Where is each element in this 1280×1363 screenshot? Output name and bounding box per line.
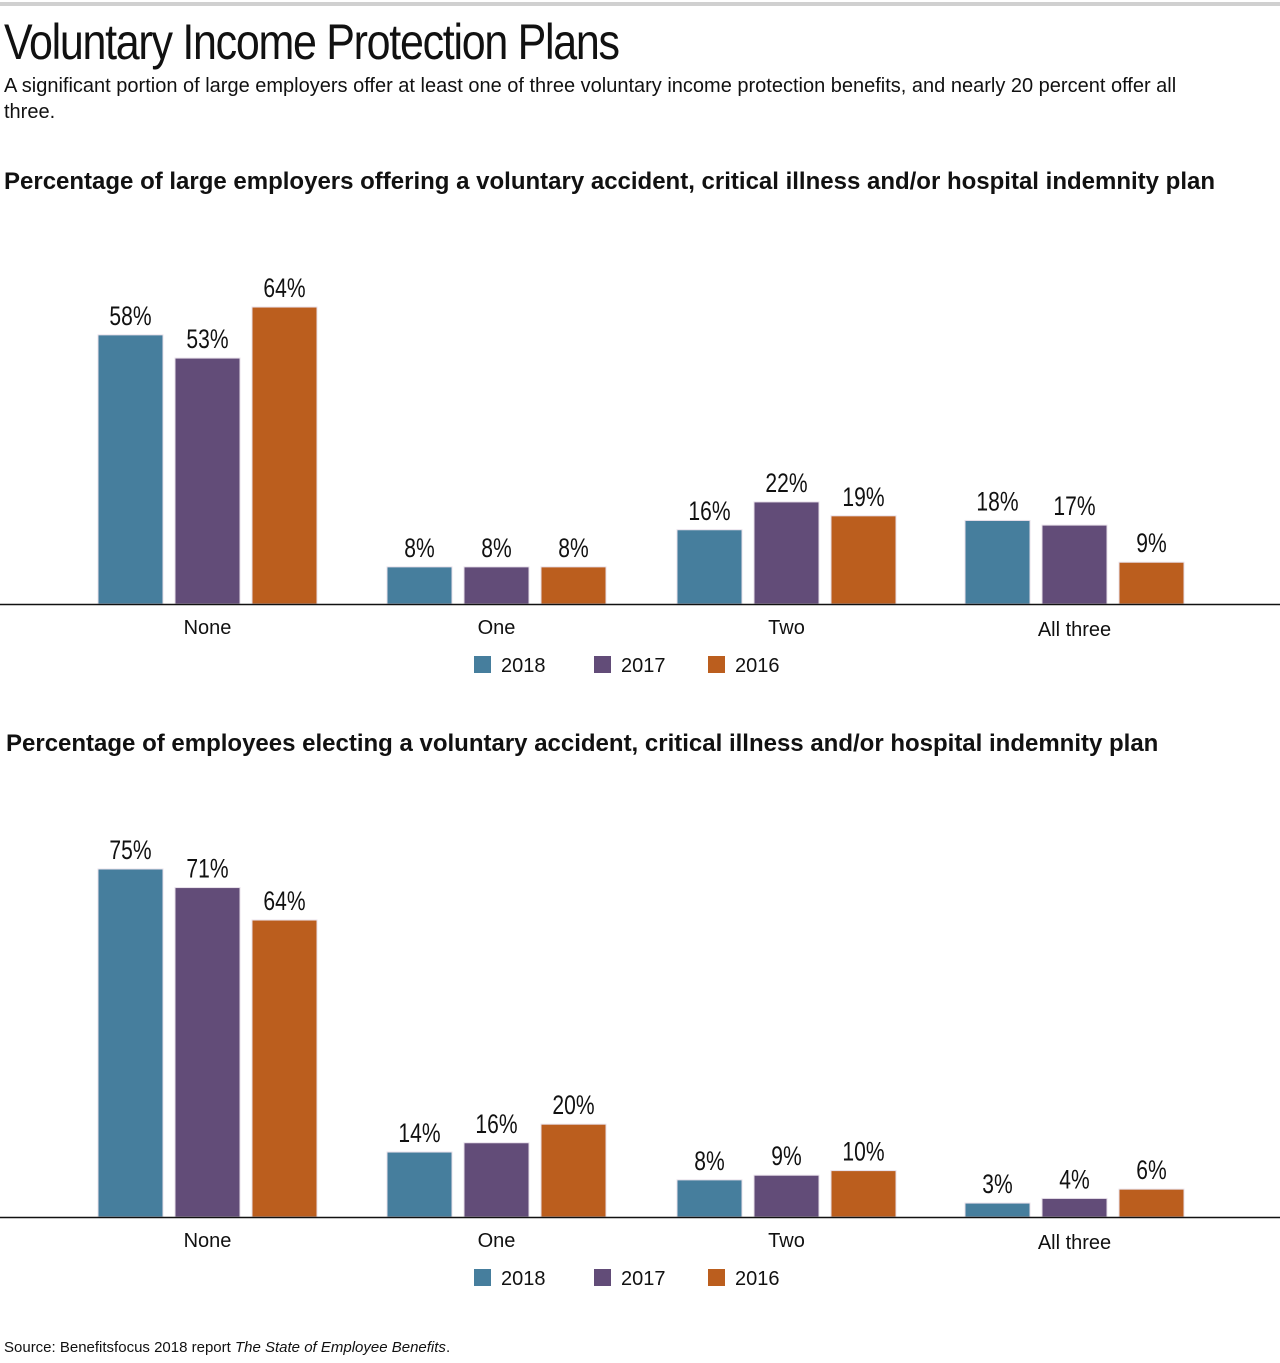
bar-2016-one <box>540 566 607 605</box>
data-label: 64% <box>263 274 305 304</box>
legend-label: 2018 <box>501 655 546 677</box>
data-label: 17% <box>1053 492 1095 522</box>
data-label: 8% <box>694 1146 724 1176</box>
legend-label: 2016 <box>735 655 780 677</box>
bar-2016-all-three <box>1118 1188 1185 1218</box>
data-label: 10% <box>842 1137 884 1167</box>
category-label: One <box>478 617 516 639</box>
bar-2016-none <box>251 306 318 605</box>
data-label: 22% <box>765 469 807 499</box>
legend-label: 2017 <box>621 655 666 677</box>
bar-2017-all-three <box>1041 524 1108 605</box>
legend-item-2016: 2016 <box>708 1268 780 1290</box>
source-note: Source: Benefitsfocus 2018 report The St… <box>4 1339 450 1356</box>
bar-2017-one <box>463 566 530 605</box>
data-label: 19% <box>842 482 884 512</box>
category-label: Two <box>768 1230 805 1252</box>
bar-2018-none <box>97 868 164 1218</box>
data-label: 6% <box>1136 1156 1166 1186</box>
bar-2016-two <box>830 515 897 605</box>
category-label: All three <box>1038 1232 1111 1254</box>
bar-2017-all-three <box>1041 1197 1108 1218</box>
data-label: 16% <box>688 496 730 526</box>
source-report-title: The State of Employee Benefits <box>234 1339 446 1356</box>
bar-2016-none <box>251 919 318 1218</box>
bar-2018-all-three <box>964 1202 1031 1218</box>
category-label: None <box>184 1230 232 1252</box>
bar-2018-one <box>386 566 453 605</box>
data-label: 64% <box>263 887 305 917</box>
data-label: 75% <box>109 836 151 866</box>
chart-1: 58% 8% 16% 18% 53% 8% 22% 17% 64% 8% 19% 9% None One T… <box>0 274 1280 677</box>
source-prefix: Source: Benefitsfocus 2018 report <box>4 1339 235 1356</box>
data-label: 58% <box>109 301 151 331</box>
data-label: 3% <box>982 1170 1012 1200</box>
top-divider <box>0 2 1280 6</box>
data-label: 53% <box>186 325 228 355</box>
legend-swatch <box>594 1269 611 1286</box>
category-label: All three <box>1038 619 1111 641</box>
data-label: 9% <box>771 1142 801 1172</box>
category-label: None <box>184 617 232 639</box>
data-label: 8% <box>481 533 511 563</box>
bar-2018-two <box>676 529 743 605</box>
category-label: One <box>478 1230 516 1252</box>
page-title: Voluntary Income Protection Plans <box>4 14 620 70</box>
data-label: 9% <box>1136 529 1166 559</box>
bar-2017-none <box>174 357 241 605</box>
data-label: 20% <box>552 1091 594 1121</box>
legend-label: 2018 <box>501 1268 546 1290</box>
page-subtitle: A significant portion of large employers… <box>4 75 1177 123</box>
data-label: 4% <box>1059 1165 1089 1195</box>
data-label: 16% <box>475 1109 517 1139</box>
legend-item-2017: 2017 <box>594 655 666 677</box>
data-label: 8% <box>558 533 588 563</box>
legend-item-2018: 2018 <box>474 1268 546 1290</box>
bar-2016-all-three <box>1118 561 1185 605</box>
bar-2017-one <box>463 1142 530 1218</box>
data-label: 8% <box>404 533 434 563</box>
source-suffix: . <box>445 1339 451 1356</box>
legend-label: 2016 <box>735 1268 780 1290</box>
legend-swatch <box>708 656 725 673</box>
bar-2017-two <box>753 1174 820 1218</box>
legend-item-2016: 2016 <box>708 655 780 677</box>
chart-1-title: Percentage of large employers offering a… <box>4 168 1215 195</box>
legend-swatch <box>474 656 491 673</box>
chart-2: 75% 14% 8% 3% 71% 16% 9% 4% 64% 20% 10% 6% None One Tw… <box>0 836 1280 1290</box>
data-label: 18% <box>976 487 1018 517</box>
bar-2016-one <box>540 1123 607 1218</box>
legend-swatch <box>594 656 611 673</box>
legend-label: 2017 <box>621 1268 666 1290</box>
bar-2018-all-three <box>964 519 1031 605</box>
bar-2018-none <box>97 334 164 605</box>
data-label: 71% <box>186 854 228 884</box>
bar-2017-none <box>174 887 241 1218</box>
bar-2018-two <box>676 1179 743 1218</box>
bar-2016-two <box>830 1170 897 1218</box>
bar-2018-one <box>386 1151 453 1218</box>
legend-item-2017: 2017 <box>594 1268 666 1290</box>
legend-swatch <box>474 1269 491 1286</box>
data-label: 14% <box>398 1119 440 1149</box>
category-label: Two <box>768 617 805 639</box>
legend-swatch <box>708 1269 725 1286</box>
legend-item-2018: 2018 <box>474 655 546 677</box>
bar-2017-two <box>753 501 820 605</box>
chart-2-title: Percentage of employees electing a volun… <box>6 730 1159 757</box>
